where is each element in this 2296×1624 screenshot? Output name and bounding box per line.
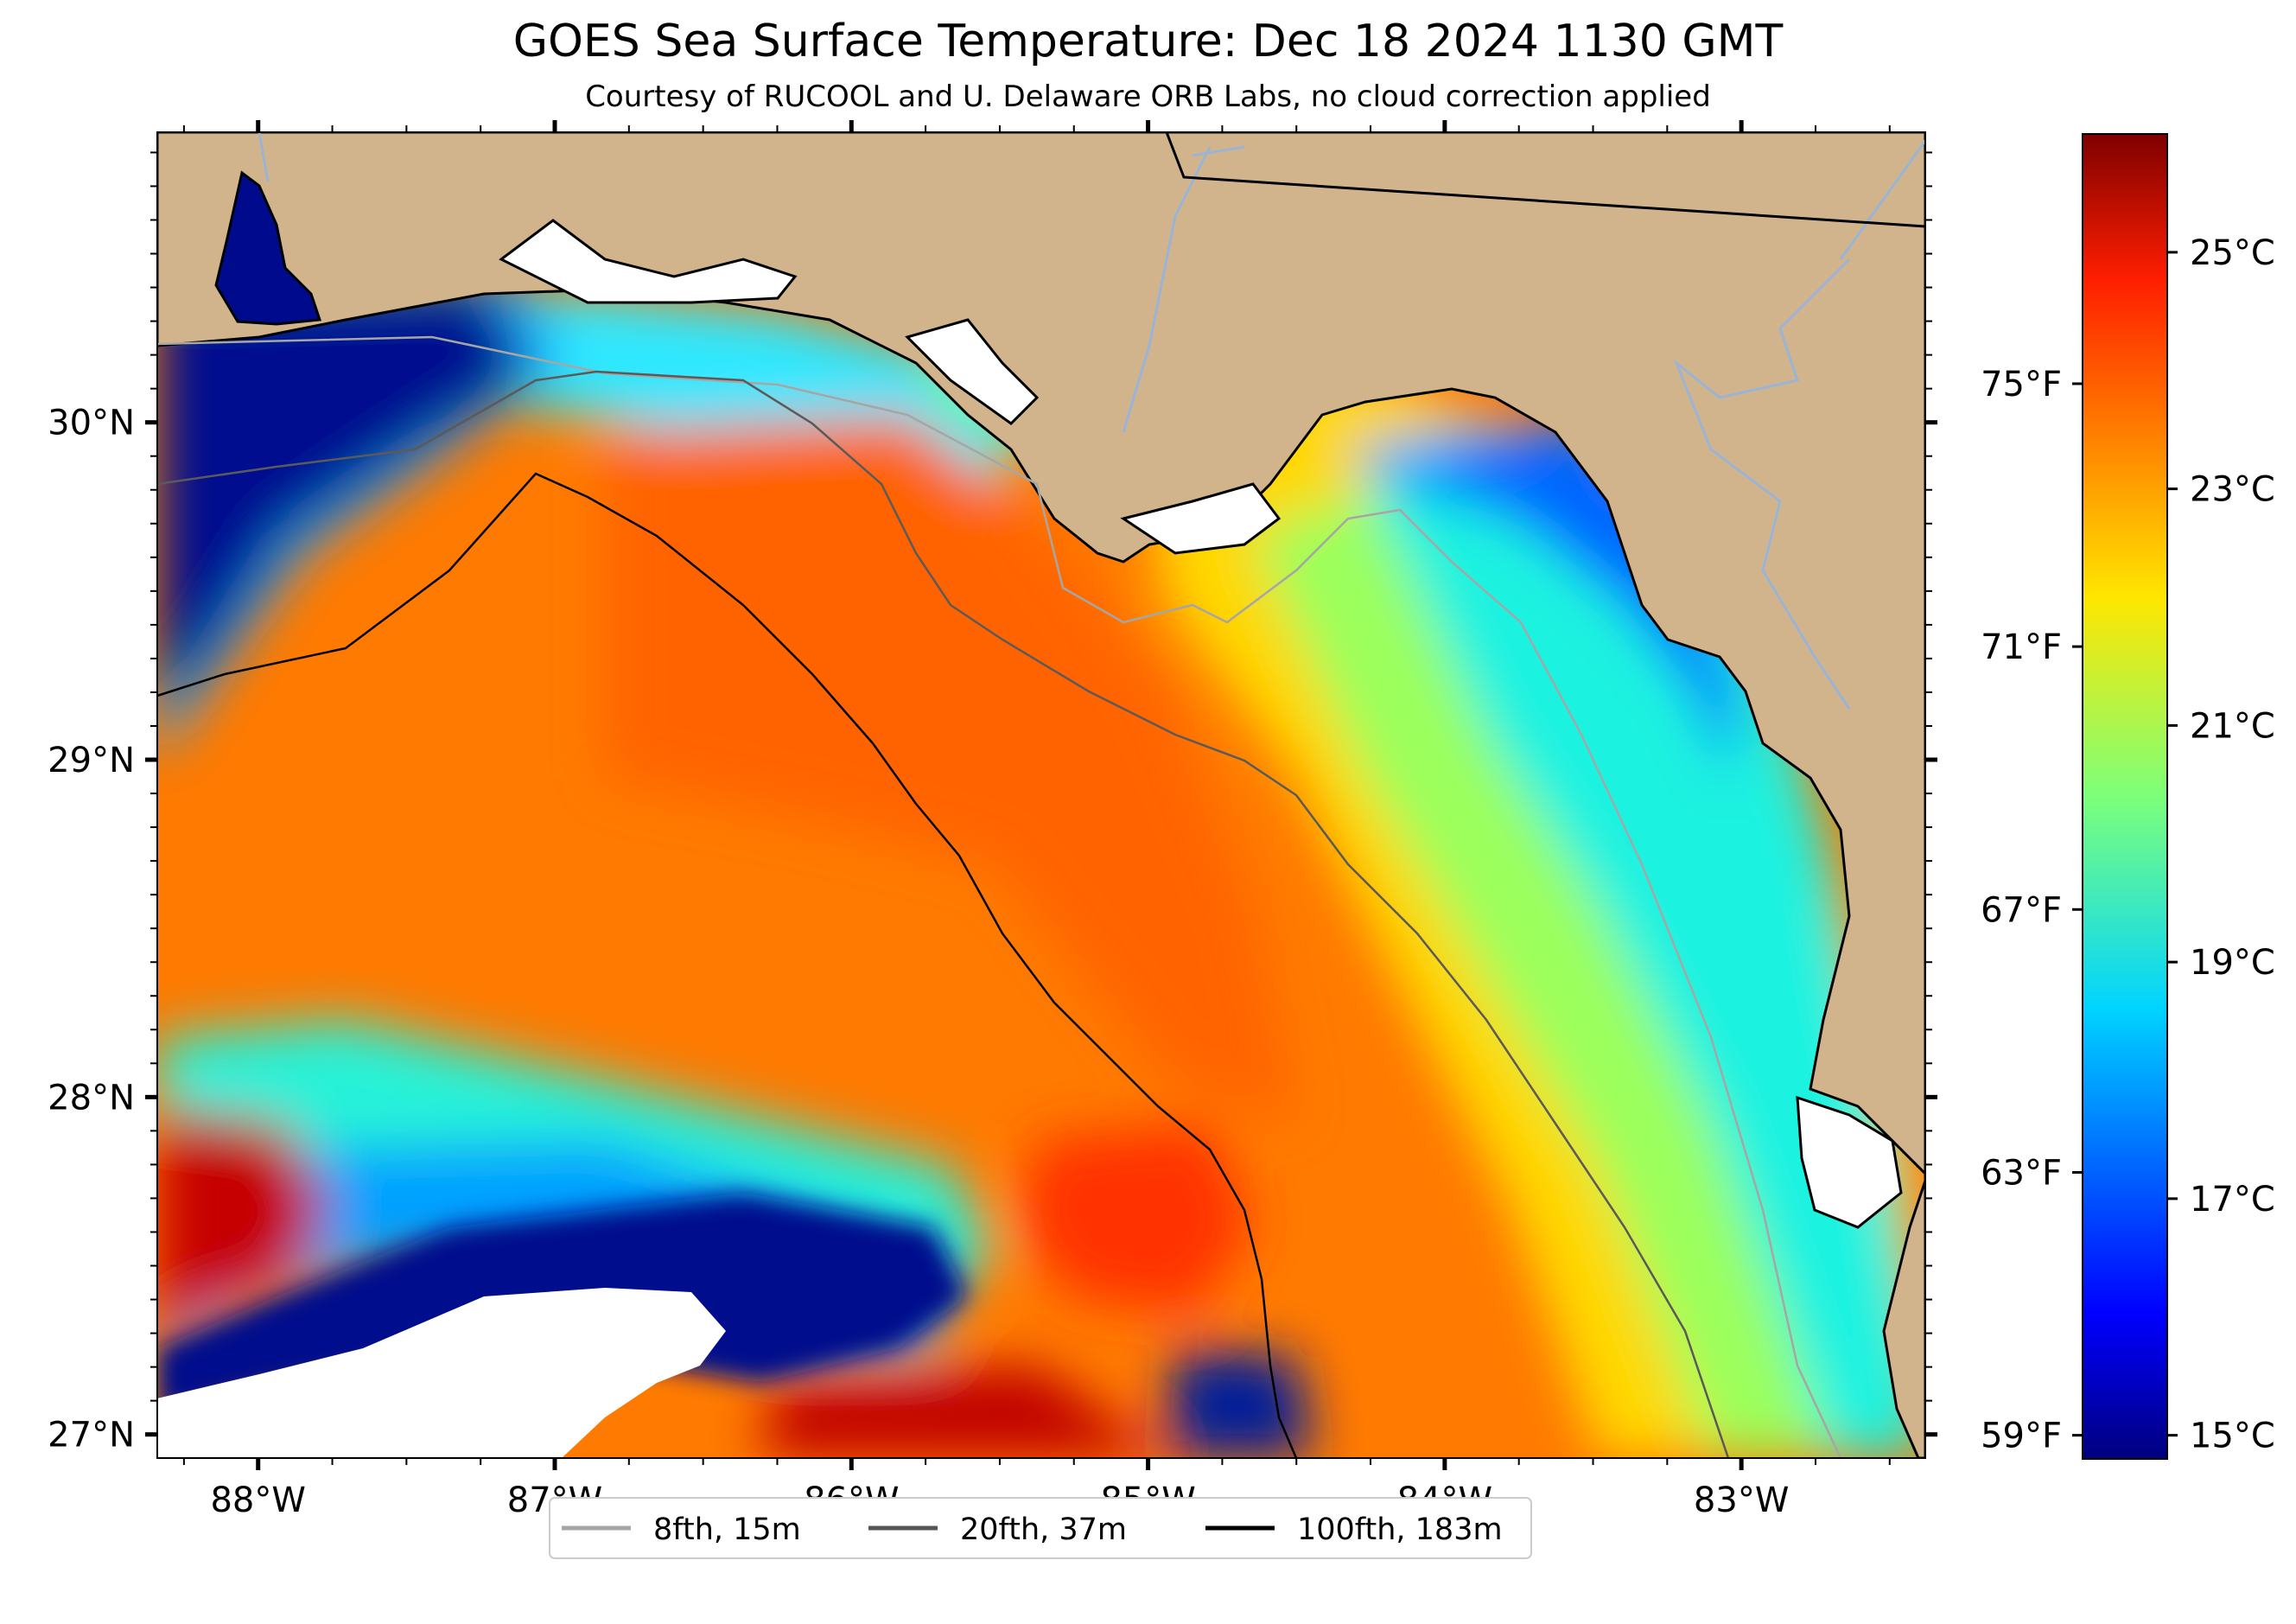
lat-tick-label: 27°N <box>48 1416 135 1455</box>
lon-tick-label: 83°W <box>1694 1481 1789 1520</box>
lat-tick-label: 28°N <box>48 1078 135 1118</box>
map-frame <box>156 131 1926 1459</box>
latitude-labels: 30°N 29°N 28°N 27°N <box>48 404 135 1455</box>
colorbar-celsius-label: 21°C <box>2190 706 2275 746</box>
colorbar-celsius-label: 25°C <box>2190 233 2275 273</box>
apalachicola-bay <box>1120 482 1282 555</box>
legend-label: 8fth, 15m <box>653 1513 801 1547</box>
land-coastline <box>157 132 1925 1458</box>
colorbar-celsius-label: 19°C <box>2190 943 2275 983</box>
colorbar-fahrenheit-ticks: 75°F 71°F 67°F 63°F 59°F <box>1981 365 2083 1456</box>
map-area <box>157 132 1925 1458</box>
state-border <box>1165 132 1925 228</box>
lat-tick-label: 30°N <box>48 404 135 443</box>
chart-subtitle: Courtesy of RUCOOL and U. Delaware ORB L… <box>585 80 1711 114</box>
st-andrew-bay <box>905 318 1040 425</box>
axis-ticks <box>145 120 1937 1470</box>
lat-tick-label: 29°N <box>48 741 135 780</box>
colorbar-celsius-label: 15°C <box>2190 1417 2275 1456</box>
colorbar-fahrenheit-label: 63°F <box>1981 1153 2062 1193</box>
colorbar <box>2082 133 2168 1460</box>
rivers <box>258 132 1925 710</box>
isobath-8fth <box>157 335 1842 1458</box>
isobath-legend: 8fth, 15m 20fth, 37m 100fth, 183m <box>549 1497 1532 1559</box>
isobath-20fth <box>157 370 1730 1458</box>
mobile-bay <box>214 170 322 326</box>
isobath-100fth <box>157 472 1298 1458</box>
colorbar-fahrenheit-label: 71°F <box>1981 627 2062 667</box>
lon-tick-label: 88°W <box>210 1481 305 1520</box>
colorbar-celsius-label: 17°C <box>2190 1180 2275 1220</box>
colorbar-fahrenheit-label: 75°F <box>1981 365 2062 404</box>
colorbar-fahrenheit-label: 67°F <box>1981 890 2062 930</box>
no-data-region <box>157 1288 726 1458</box>
colorbar-celsius-label: 23°C <box>2190 470 2275 510</box>
colorbar-fahrenheit-label: 59°F <box>1981 1417 2062 1456</box>
legend-label: 100fth, 183m <box>1297 1513 1503 1547</box>
pensacola-bays <box>499 219 798 304</box>
tampa-bay <box>1796 1095 1903 1229</box>
legend-label: 20fth, 37m <box>960 1513 1127 1547</box>
colorbar-celsius-ticks: 25°C 23°C 21°C 19°C 17°C 15°C <box>2167 233 2275 1456</box>
chart-title: GOES Sea Surface Temperature: Dec 18 202… <box>512 16 1784 67</box>
